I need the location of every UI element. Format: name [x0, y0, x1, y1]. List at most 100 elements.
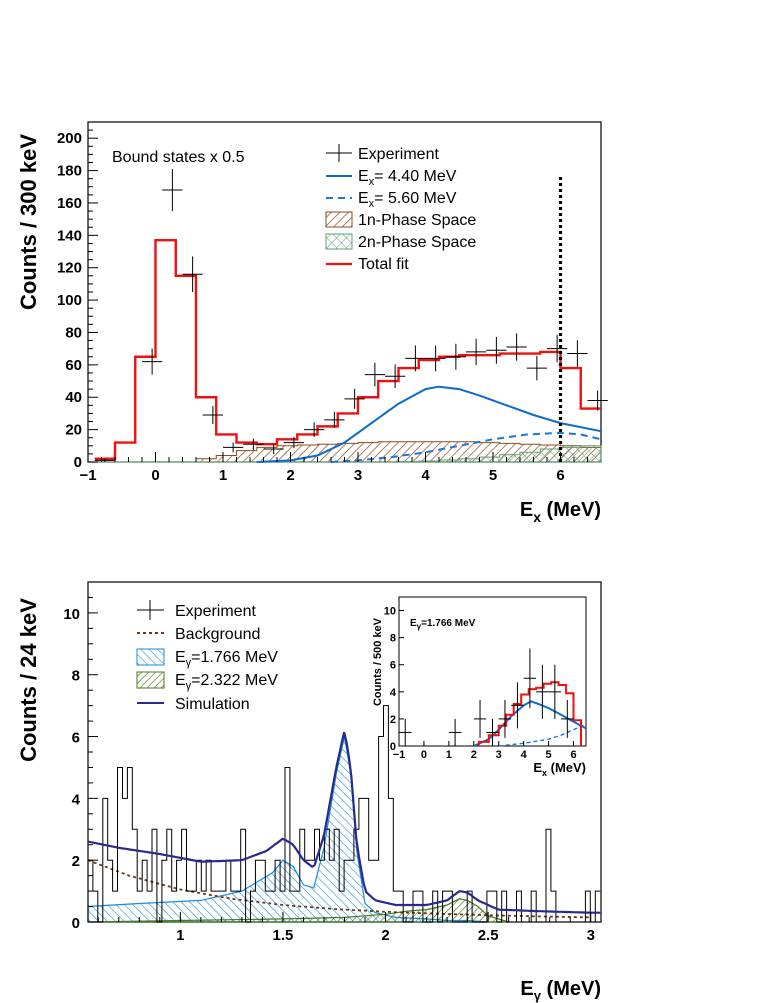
legend-simulation: Simulation [137, 696, 250, 713]
y-tick-label: 120 [57, 260, 82, 277]
inset-y-tick-label: 2 [390, 714, 396, 726]
x-tick-label: 1.5 [273, 927, 294, 944]
bottom-y-axis-title: Counts / 24 keV [16, 598, 41, 762]
experiment-histogram [87, 705, 601, 923]
bound-states-annotation: Bound states x 0.5 [112, 149, 245, 166]
inset-x-tick-label: 5 [546, 749, 552, 761]
legend-g1: Eγ=1.766 MeV [136, 648, 278, 669]
y-tick-label: 4 [72, 791, 81, 808]
experiment-point [587, 390, 608, 411]
x-tick-label: 3 [587, 927, 595, 944]
legend-g1-sub: γ [186, 657, 192, 669]
experiment-point [547, 335, 568, 363]
background-curve [87, 859, 591, 919]
legend-state1-sub: x [369, 176, 375, 188]
inset-experiment-point [523, 648, 537, 709]
x-tick-label: 2 [286, 467, 294, 484]
svg-text:Eγ=1.766 MeV: Eγ=1.766 MeV [175, 649, 278, 669]
experiment-point [344, 388, 365, 409]
phase-space-2n-fill [94, 445, 602, 463]
state-5-60-line [330, 431, 602, 463]
y-tick-label: 2 [72, 853, 80, 870]
bottom-legend: Experiment Background Eγ=1.766 MeV Eγ=2.… [136, 600, 278, 713]
legend-g2: Eγ=2.322 MeV [136, 671, 278, 692]
legend-g1-suffix: =1.766 MeV [191, 649, 278, 666]
legend-g1-prefix: E [175, 649, 186, 666]
inset-experiment-point [448, 718, 462, 746]
legend-total-label: Total fit [358, 256, 409, 273]
inset-experiment-point [561, 699, 574, 738]
legend-background: Background [137, 626, 260, 643]
inset-state2-curve [498, 723, 587, 747]
legend-state2: Ex= 5.60 MeV [326, 190, 457, 210]
background-line [87, 859, 591, 919]
y-tick-label: 100 [57, 292, 82, 309]
inset-title: Eγ=1.766 MeV [410, 618, 476, 631]
y-tick-label: 200 [57, 130, 82, 147]
legend-state1-suffix: = 4.40 MeV [374, 168, 457, 185]
gamma-1766-area [87, 736, 489, 923]
inset-experiment-point [511, 682, 524, 729]
experiment-histogram-line [87, 705, 601, 923]
top-y-axis-title: Counts / 300 keV [16, 134, 41, 310]
y-tick-label: 0 [72, 915, 80, 932]
x-tick-label: 3 [354, 467, 362, 484]
experiment-point [445, 343, 466, 370]
inset-x-title-main: E [533, 760, 542, 775]
experiment-point [263, 444, 284, 454]
inset-total-histogram [477, 681, 582, 747]
y-tick-label: 0 [74, 454, 82, 471]
bottom-x-title-unit: (MeV) [541, 978, 601, 1000]
y-tick-label: 20 [65, 422, 82, 439]
inset-total-line [477, 681, 582, 747]
inset-x-tick-label: −1 [393, 749, 406, 761]
legend-ps1-label: 1n-Phase Space [358, 212, 476, 229]
inset-x-title-unit: (MeV) [547, 760, 586, 775]
inset-y-axis-title: Counts / 500 keV [372, 617, 384, 706]
state-4-40-line [256, 385, 602, 463]
inset-experiment-point [399, 718, 412, 746]
inset-experiment-point [536, 664, 549, 719]
x-tick-label: 4 [421, 467, 430, 484]
inset-y-tick-label: 0 [390, 741, 396, 753]
x-tick-label: 2 [381, 927, 389, 944]
inset-x-title-sub: x [542, 768, 547, 778]
y-tick-label: 6 [72, 730, 80, 747]
x-tick-label: 1 [219, 467, 227, 484]
legend-simulation-label: Simulation [175, 696, 250, 713]
legend-g2-sub: γ [186, 680, 192, 692]
experiment-point [304, 422, 325, 437]
legend-bottom-experiment: Experiment [137, 600, 256, 620]
inset-y-tick-label: 10 [384, 606, 396, 618]
experiment-point [223, 442, 244, 453]
experiment-point [506, 333, 527, 361]
y-tick-label: 160 [57, 195, 82, 212]
experiment-point [283, 436, 304, 449]
legend-ps1: 1n-Phase Space [325, 211, 476, 229]
experiment-point [526, 355, 547, 381]
inset-y-tick-label: 4 [390, 687, 397, 699]
inset-x-tick-label: 6 [570, 749, 576, 761]
legend-state2-prefix: E [358, 190, 369, 207]
y-tick-label: 140 [57, 227, 82, 244]
x-tick-label: 5 [489, 467, 497, 484]
svg-text:Eγ=2.322 MeV: Eγ=2.322 MeV [175, 672, 278, 692]
total-fit-line [94, 238, 601, 460]
legend-state1: Ex= 4.40 MeV [326, 168, 457, 188]
experiment-point [202, 406, 223, 424]
experiment-point [486, 336, 507, 364]
experiment-point [364, 362, 385, 387]
x-tick-label: 0 [151, 467, 159, 484]
phase-space-2n-area [94, 445, 602, 463]
experiment-points [94, 168, 608, 462]
legend-ps2: 2n-Phase Space [325, 233, 476, 251]
svg-text:Ex= 5.60 MeV: Ex= 5.60 MeV [358, 190, 457, 210]
x-tick-label: 6 [556, 467, 564, 484]
y-tick-label: 8 [72, 668, 80, 685]
experiment-point [567, 340, 588, 367]
inset-experiment-point [486, 718, 499, 746]
legend-total: Total fit [326, 256, 409, 273]
